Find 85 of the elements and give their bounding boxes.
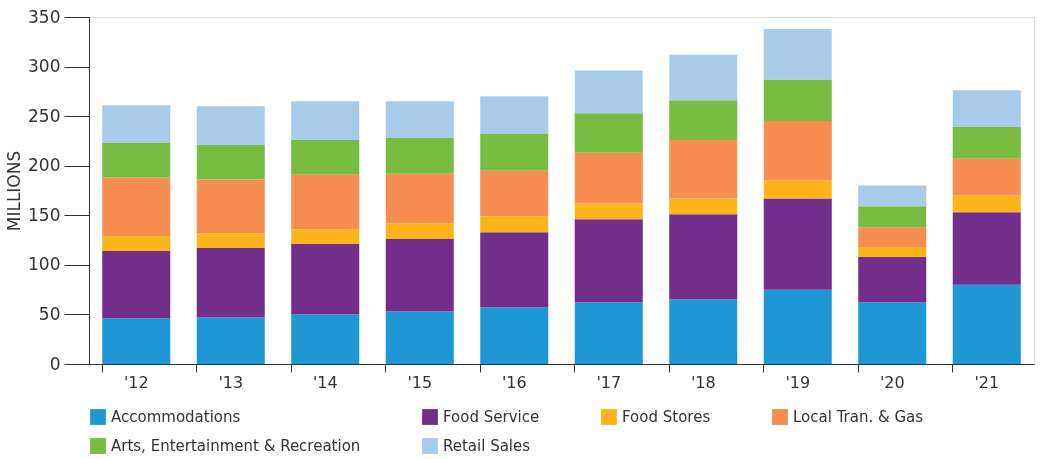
bar (952, 212, 1021, 285)
bar (291, 139, 360, 175)
bar (480, 232, 549, 308)
bar (102, 318, 171, 364)
bar (196, 179, 265, 234)
bar (952, 158, 1021, 196)
bar (858, 227, 927, 248)
x-tick-label: '13 (218, 372, 244, 392)
bar (196, 317, 265, 364)
bar (763, 79, 832, 122)
legend-label: Food Service (443, 408, 540, 426)
bar (858, 206, 927, 228)
x-tick-label: '20 (879, 372, 905, 392)
bar (574, 302, 643, 364)
bar (669, 139, 738, 199)
bar (196, 144, 265, 180)
bar (669, 198, 738, 215)
y-tick-label: 100 (28, 254, 61, 275)
x-tick-label: '18 (690, 372, 716, 392)
bar (858, 247, 927, 257)
bar (763, 28, 832, 80)
bar (102, 105, 171, 143)
y-tick-label: 150 (28, 204, 61, 225)
x-tick-label: '15 (407, 372, 433, 392)
bar (952, 127, 1021, 159)
bar (574, 152, 643, 204)
bar (763, 180, 832, 199)
bar (385, 311, 454, 364)
bar (291, 314, 360, 364)
bar (952, 195, 1021, 213)
y-tick-label: 50 (38, 303, 61, 324)
x-tick-label: '12 (123, 372, 149, 392)
x-tick-label: '21 (974, 372, 1000, 392)
y-tick-label: 300 (28, 56, 61, 77)
bar (385, 239, 454, 312)
bar (669, 214, 738, 300)
bar (196, 248, 265, 318)
bar (669, 299, 738, 364)
x-tick-label: '17 (596, 372, 622, 392)
bar (480, 170, 549, 217)
bar (858, 256, 927, 303)
bar (291, 101, 360, 140)
bar (858, 185, 927, 207)
bar (196, 106, 265, 145)
x-tick-label: '16 (501, 372, 527, 392)
bar (858, 302, 927, 364)
bar (102, 250, 171, 319)
bar (291, 229, 360, 245)
legend-label: Arts, Entertainment & Recreation (111, 437, 361, 455)
y-tick-label: 0 (49, 353, 61, 374)
bar (480, 133, 549, 171)
y-tick-label: 200 (28, 155, 61, 176)
legend-label: Retail Sales (443, 437, 531, 455)
bar (574, 203, 643, 220)
bar (480, 96, 549, 134)
legend-label: Local Tran. & Gas (793, 408, 924, 426)
bar (291, 174, 360, 230)
bar (763, 289, 832, 364)
legend-label: Food Stores (622, 408, 711, 426)
bar (102, 142, 171, 178)
legend-label: Accommodations (111, 408, 241, 426)
bar (102, 236, 171, 251)
y-tick-label: 350 (28, 6, 61, 27)
bar (102, 177, 171, 237)
bar (574, 70, 643, 114)
bar (952, 90, 1021, 128)
x-tick-label: '14 (312, 372, 338, 392)
bar (574, 219, 643, 303)
bar (669, 54, 738, 101)
bar (763, 121, 832, 181)
bar (669, 100, 738, 140)
bar (480, 307, 549, 364)
bar (385, 223, 454, 240)
bar (385, 101, 454, 138)
y-tick-label: 250 (28, 105, 61, 126)
bar (763, 198, 832, 290)
bar (385, 173, 454, 224)
bar (385, 137, 454, 174)
bar (291, 244, 360, 315)
bar (480, 216, 549, 233)
y-axis-title: MILLIONS (4, 150, 25, 232)
x-tick-label: '19 (785, 372, 811, 392)
bar (574, 113, 643, 153)
bar (196, 233, 265, 248)
bar (952, 284, 1021, 364)
